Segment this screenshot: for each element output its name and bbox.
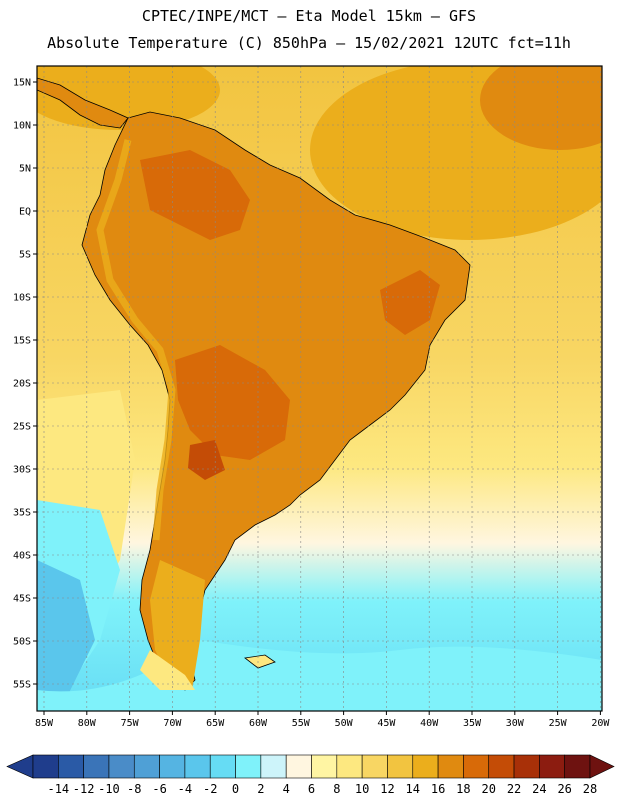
colorbar-label: 26 (557, 782, 571, 796)
map-field (37, 66, 602, 711)
colorbar-label: 28 (583, 782, 597, 796)
colorbar-swatch (564, 754, 591, 779)
colorbar-swatch (83, 754, 110, 779)
lon-label: 60W (249, 718, 268, 729)
colorbar-swatch (361, 754, 388, 779)
lon-label: 40W (420, 718, 439, 729)
graticule (37, 66, 602, 711)
colorbar-low-arrow (6, 754, 34, 779)
lon-label: 75W (121, 718, 140, 729)
latitude-labels: 15N 10N 5N EQ 5S 10S 15S 20S 25S 30S 35S 40S 45S 50S 5… (13, 78, 37, 691)
colorbar-high-arrow (589, 754, 615, 779)
lon-label: 30W (506, 718, 525, 729)
colorbar-label: -4 (178, 782, 192, 796)
colorbar-swatch (488, 754, 515, 779)
lon-label: 20W (591, 718, 610, 729)
colorbar-label: -10 (98, 782, 120, 796)
lat-label: 10S (13, 293, 31, 304)
map-title: CPTEC/INPE/MCT – Eta Model 15km – GFS (141, 7, 477, 25)
lat-label: EQ (19, 207, 31, 218)
lat-label: 35S (13, 508, 31, 519)
lon-label: 50W (335, 718, 354, 729)
tierra-del-fuego-field (140, 650, 195, 690)
colorbar-swatch (412, 754, 439, 779)
central-america-land (37, 77, 129, 129)
colorbar-label: 24 (532, 782, 546, 796)
colorbar-swatch (235, 754, 262, 779)
map-frame (36, 65, 603, 712)
colorbar-label: 10 (355, 782, 369, 796)
colorbar-label: 2 (257, 782, 264, 796)
map-subtitle: Absolute Temperature (C) 850hPa – 15/02/… (47, 34, 571, 52)
lat-label: 5N (19, 164, 31, 175)
pacific-colder (37, 560, 95, 711)
colorbar-label: -14 (47, 782, 69, 796)
colorbar-label: -2 (203, 782, 217, 796)
lon-label: 85W (35, 718, 54, 729)
colorbar-label: -6 (152, 782, 166, 796)
lat-label: 15N (13, 78, 31, 89)
colorbar-label: 8 (333, 782, 340, 796)
lat-label: 25S (13, 422, 31, 433)
patagonia-field (150, 560, 205, 690)
colorbar-swatch (387, 754, 414, 779)
colorbar-label: 22 (507, 782, 521, 796)
colorbar-label: 18 (456, 782, 470, 796)
falklands-land (244, 654, 276, 669)
warm-atlantic-core (480, 66, 602, 150)
lat-label: 5S (19, 250, 31, 261)
colorbar-swatch (159, 754, 186, 779)
colorbar-swatch (437, 754, 464, 779)
lat-label: 55S (13, 680, 31, 691)
colorbar-labels: -14 -12 -10 -8 -6 -4 -2 0 2 4 6 8 10 12 14 16 18 20 22 24 26… (47, 782, 597, 796)
colorbar (6, 754, 615, 779)
colorbar-swatch (260, 754, 287, 779)
colorbar-swatch (285, 754, 312, 779)
colorbar-swatch (539, 754, 565, 779)
lon-label: 35W (463, 718, 482, 729)
hottest-chaco (188, 440, 225, 480)
colorbar-label: 12 (380, 782, 394, 796)
colorbar-swatch (463, 754, 490, 779)
colorbar-label: -8 (127, 782, 141, 796)
lat-label: 10N (13, 121, 31, 132)
colorbar-swatch (58, 754, 84, 779)
colorbar-swatch (133, 754, 160, 779)
colorbar-swatch (209, 754, 236, 779)
lon-label: 55W (292, 718, 311, 729)
colorbar-label: 4 (283, 782, 290, 796)
colorbar-swatch (336, 754, 363, 779)
colorbar-label: 20 (482, 782, 496, 796)
colorbar-swatch (108, 754, 135, 779)
andes-band (96, 139, 176, 541)
colorbar-swatch (311, 754, 338, 779)
colorbar-label: 16 (431, 782, 445, 796)
colorbar-label: -12 (73, 782, 95, 796)
longitude-labels: 85W 80W 75W 70W 65W 60W 55W 50W 45W 40W 35W 30W 25W 2… (35, 711, 610, 729)
lat-label: 45S (13, 594, 31, 605)
hot-north (140, 150, 250, 240)
lon-label: 65W (206, 718, 225, 729)
lon-label: 80W (78, 718, 97, 729)
colorbar-label: 6 (308, 782, 315, 796)
lon-label: 70W (163, 718, 182, 729)
colorbar-swatch (32, 754, 59, 779)
lon-label: 25W (549, 718, 568, 729)
hot-center (175, 345, 290, 460)
colorbar-label: 14 (406, 782, 420, 796)
colorbar-label: 0 (232, 782, 239, 796)
colorbar-swatch (513, 754, 540, 779)
lat-label: 20S (13, 379, 31, 390)
lat-label: 30S (13, 465, 31, 476)
lat-label: 15S (13, 336, 31, 347)
lon-label: 45W (377, 718, 396, 729)
lat-label: 50S (13, 637, 31, 648)
colorbar-swatch (184, 754, 211, 779)
hot-northeast (380, 270, 440, 335)
lat-label: 40S (13, 551, 31, 562)
